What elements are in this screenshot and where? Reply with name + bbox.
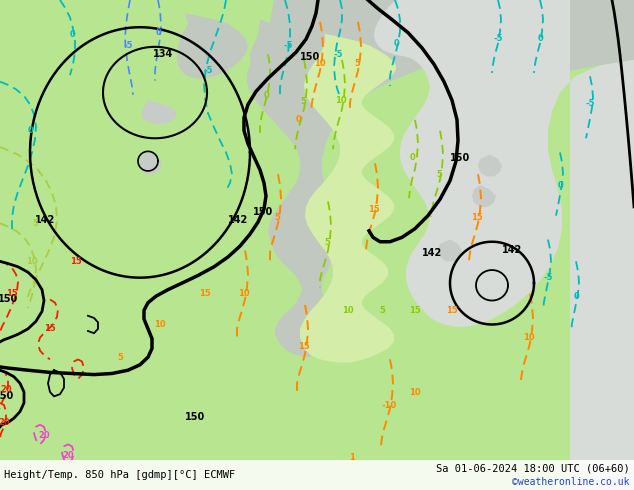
Polygon shape <box>478 155 502 176</box>
Polygon shape <box>472 185 496 207</box>
Text: 0: 0 <box>557 181 563 190</box>
Text: 15: 15 <box>298 342 310 351</box>
Polygon shape <box>438 240 462 261</box>
Text: 5: 5 <box>117 353 123 362</box>
Text: 0: 0 <box>537 34 543 43</box>
Text: 15: 15 <box>409 306 421 315</box>
Text: 10: 10 <box>26 257 38 266</box>
Text: 15: 15 <box>70 257 82 266</box>
Text: 150: 150 <box>0 294 18 304</box>
Text: 150: 150 <box>0 392 14 401</box>
Bar <box>0 460 634 490</box>
Text: 10: 10 <box>335 96 347 105</box>
Text: -5: -5 <box>493 34 503 43</box>
Text: 0: 0 <box>70 30 76 39</box>
Text: -5: -5 <box>283 41 293 50</box>
Text: Height/Temp. 850 hPa [gdmp][°C] ECMWF: Height/Temp. 850 hPa [gdmp][°C] ECMWF <box>4 470 235 480</box>
Text: 0: 0 <box>155 28 161 37</box>
Text: 150: 150 <box>253 207 273 218</box>
Text: -5: -5 <box>123 41 133 50</box>
Text: 0: 0 <box>27 126 33 135</box>
Text: 15: 15 <box>199 290 211 298</box>
Polygon shape <box>374 0 634 490</box>
Text: 150: 150 <box>300 51 320 62</box>
Text: 150: 150 <box>185 412 205 422</box>
Text: 20: 20 <box>0 385 12 394</box>
Polygon shape <box>250 20 296 74</box>
Text: 142: 142 <box>422 247 442 258</box>
Text: Sa 01-06-2024 18:00 UTC (06+60): Sa 01-06-2024 18:00 UTC (06+60) <box>436 463 630 473</box>
Text: 0: 0 <box>410 153 416 162</box>
Text: 15: 15 <box>368 204 380 214</box>
Text: 150: 150 <box>450 153 470 163</box>
Text: 20: 20 <box>0 418 10 427</box>
Text: 142: 142 <box>35 215 55 225</box>
Text: 15: 15 <box>446 306 458 315</box>
Text: 10: 10 <box>238 290 250 298</box>
Text: 134: 134 <box>153 49 173 59</box>
Text: 142: 142 <box>228 215 248 225</box>
Text: 0: 0 <box>394 39 400 48</box>
Text: 5: 5 <box>379 306 385 315</box>
Polygon shape <box>142 100 176 124</box>
Text: -5: -5 <box>585 99 595 108</box>
Polygon shape <box>140 152 162 174</box>
Text: 10: 10 <box>314 59 326 68</box>
Text: 20: 20 <box>38 431 50 440</box>
Text: -5: -5 <box>333 50 343 59</box>
Text: ©weatheronline.co.uk: ©weatheronline.co.uk <box>512 477 630 488</box>
Polygon shape <box>298 5 330 39</box>
Text: 0: 0 <box>573 292 579 301</box>
Text: 5: 5 <box>436 170 442 179</box>
Text: 142: 142 <box>502 245 522 255</box>
Text: 1: 1 <box>349 453 355 462</box>
Text: 15: 15 <box>6 290 18 298</box>
Text: 15: 15 <box>471 213 483 222</box>
Text: 15: 15 <box>44 324 56 333</box>
Text: -5: -5 <box>204 66 213 75</box>
Text: 5: 5 <box>274 213 280 222</box>
Text: 5: 5 <box>300 97 306 106</box>
Polygon shape <box>200 0 634 357</box>
Text: 10: 10 <box>154 320 166 329</box>
Text: 10: 10 <box>409 388 421 396</box>
Text: 0: 0 <box>263 91 269 100</box>
Text: 5: 5 <box>32 219 38 228</box>
Text: 5: 5 <box>354 59 360 68</box>
Polygon shape <box>300 33 396 363</box>
Text: 5: 5 <box>324 238 330 247</box>
Text: 10: 10 <box>523 333 535 342</box>
Text: 20: 20 <box>62 451 74 460</box>
Text: 0: 0 <box>295 115 301 124</box>
Text: -10: -10 <box>382 400 397 410</box>
Polygon shape <box>177 13 248 78</box>
Text: -5: -5 <box>543 273 553 282</box>
Text: 10: 10 <box>342 306 354 315</box>
